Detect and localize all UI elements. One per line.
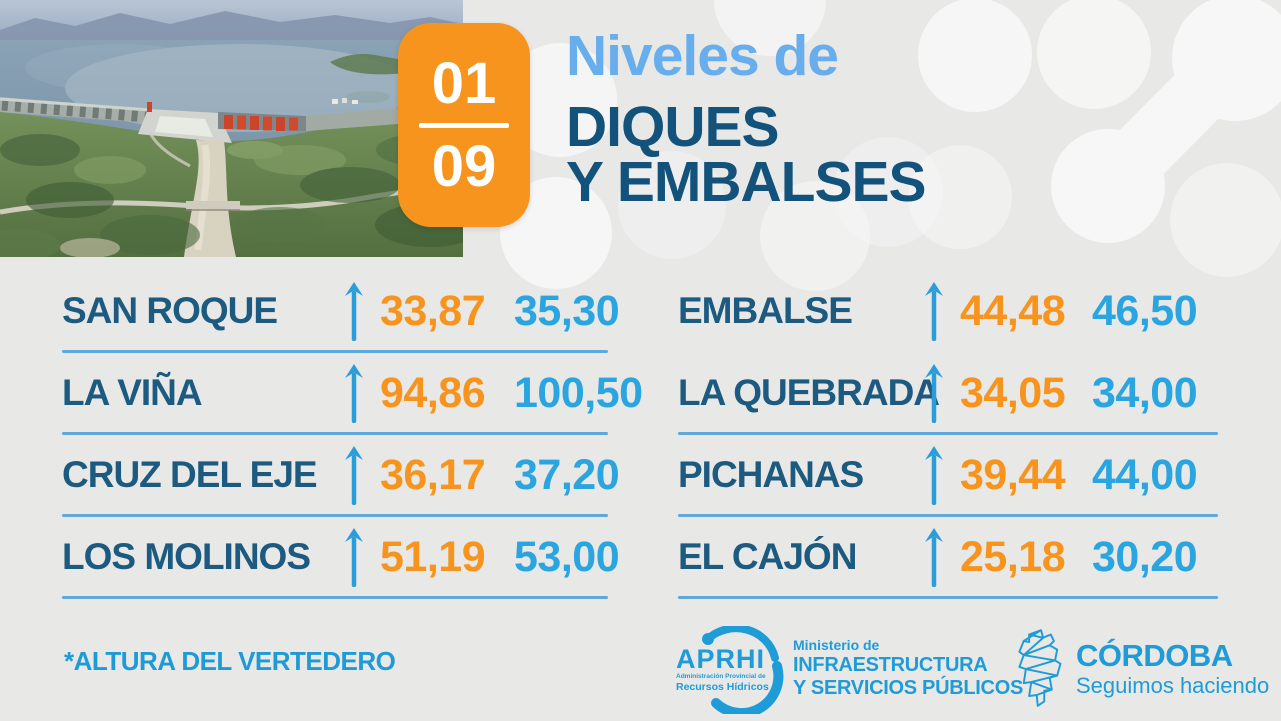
spillway-height-value: 46,50 xyxy=(1092,286,1198,335)
title-line3: Y EMBALSES xyxy=(566,150,927,214)
spillway-height-value: 35,30 xyxy=(514,286,620,335)
trend-up-arrow-icon xyxy=(336,280,372,342)
date-separator xyxy=(419,122,509,128)
dam-row: PICHANAS 39,44 44,00 xyxy=(678,434,1218,517)
ministry-line2: INFRAESTRUCTURA xyxy=(793,654,988,676)
current-level-value: 44,48 xyxy=(960,286,1066,335)
dam-name: EMBALSE xyxy=(678,290,853,331)
cordoba-logo: CÓRDOBA Seguimos haciendo xyxy=(1014,626,1269,710)
dam-row: LA QUEBRADA 34,05 34,00 xyxy=(678,352,1218,435)
cordoba-name: CÓRDOBA xyxy=(1076,637,1233,673)
row-divider xyxy=(62,350,608,353)
current-level-value: 51,19 xyxy=(380,532,486,581)
current-level-value: 36,17 xyxy=(380,450,486,499)
current-level-value: 33,87 xyxy=(380,286,486,335)
dam-column-left: SAN ROQUE 33,87 35,30 LA VIÑA 94,86 100,… xyxy=(62,270,643,599)
trend-up-arrow-icon xyxy=(916,444,952,506)
dam-name: LA QUEBRADA xyxy=(678,372,940,413)
dam-name: EL CAJÓN xyxy=(678,536,857,577)
trend-up-arrow-icon xyxy=(916,526,952,588)
row-divider xyxy=(62,514,608,517)
dam-name: LA VIÑA xyxy=(62,372,203,413)
page-title: Niveles de DIQUES Y EMBALSES xyxy=(566,24,927,214)
date-month: 09 xyxy=(431,133,497,199)
aprhi-logo: APRHI Administración Provincial de Recur… xyxy=(670,624,794,719)
ministry-line3: Y SERVICIOS PÚBLICOS xyxy=(793,677,1023,699)
dam-row: CRUZ DEL EJE 36,17 37,20 xyxy=(62,434,620,517)
dam-photo xyxy=(0,0,485,261)
spillway-height-value: 53,00 xyxy=(514,532,620,581)
date-day: 01 xyxy=(431,50,497,116)
dam-row: EMBALSE 44,48 46,50 xyxy=(678,270,1218,352)
dam-row: LA VIÑA 94,86 100,50 xyxy=(62,352,643,435)
spillway-height-value: 34,00 xyxy=(1092,368,1198,417)
ministry-logo: Ministerio de INFRAESTRUCTURA Y SERVICIO… xyxy=(793,638,1023,698)
current-level-value: 25,18 xyxy=(960,532,1066,581)
aprhi-sub2: Recursos Hídricos xyxy=(676,681,769,693)
dam-row: EL CAJÓN 25,18 30,20 xyxy=(678,516,1218,599)
spillway-height-value: 37,20 xyxy=(514,450,620,499)
spillway-height-value: 44,00 xyxy=(1092,450,1198,499)
dam-name: CRUZ DEL EJE xyxy=(62,454,318,495)
aprhi-acronym: APRHI xyxy=(676,644,765,674)
current-level-value: 94,86 xyxy=(380,368,486,417)
dam-column-right: EMBALSE 44,48 46,50 LA QUEBRADA 34,05 34… xyxy=(678,270,1218,599)
title-line1: Niveles de xyxy=(566,24,839,88)
trend-up-arrow-icon xyxy=(336,526,372,588)
trend-up-arrow-icon xyxy=(336,362,372,424)
row-divider xyxy=(678,432,1218,435)
row-divider xyxy=(678,596,1218,599)
trend-up-arrow-icon xyxy=(916,362,952,424)
spillway-height-value: 30,20 xyxy=(1092,532,1198,581)
dam-name: SAN ROQUE xyxy=(62,290,278,331)
dam-photo-illustration xyxy=(0,0,485,261)
current-level-value: 34,05 xyxy=(960,368,1066,417)
dam-row: LOS MOLINOS 51,19 53,00 xyxy=(62,516,620,599)
cordoba-tagline: Seguimos haciendo xyxy=(1076,672,1270,698)
ministry-line1: Ministerio de xyxy=(793,637,880,653)
row-divider xyxy=(62,596,608,599)
current-level-value: 39,44 xyxy=(960,450,1066,499)
trend-up-arrow-icon xyxy=(336,444,372,506)
row-divider xyxy=(678,514,1218,517)
dam-row: SAN ROQUE 33,87 35,30 xyxy=(62,270,620,353)
cordoba-map-icon xyxy=(1018,629,1062,707)
trend-up-arrow-icon xyxy=(916,280,952,342)
footnote: *ALTURA DEL VERTEDERO xyxy=(64,646,396,676)
row-divider xyxy=(62,432,608,435)
spillway-height-value: 100,50 xyxy=(514,368,643,417)
title-line2: DIQUES xyxy=(566,95,780,159)
aprhi-sub1: Administración Provincial de xyxy=(676,673,766,680)
date-badge: 01 09 xyxy=(398,23,530,227)
dam-name: LOS MOLINOS xyxy=(62,536,311,577)
dam-name: PICHANAS xyxy=(678,454,864,495)
